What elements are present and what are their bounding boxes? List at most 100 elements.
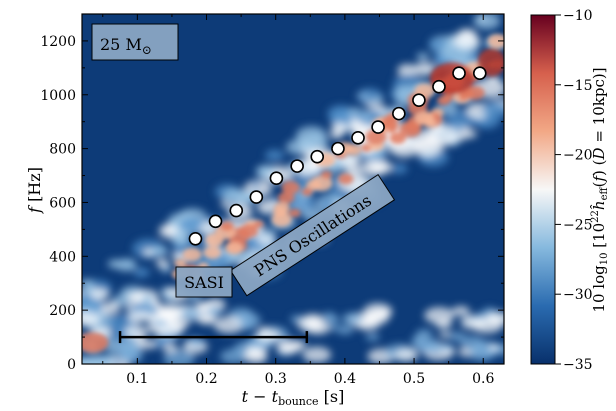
heatmap-blob: [151, 339, 167, 350]
heatmap-blob: [233, 191, 256, 205]
data-point: [412, 93, 426, 107]
heatmap-blob: [127, 310, 150, 323]
data-point: [472, 66, 487, 81]
colorbar-ticks: −35 −30 −25 −20 −15 −10: [555, 8, 593, 373]
heatmap-blob: [111, 360, 122, 364]
heatmap-blob: [124, 325, 148, 339]
heatmap-blob: [274, 201, 291, 214]
heatmap-blob: [247, 347, 268, 359]
heatmap-blob: [281, 181, 300, 195]
heatmap-blob: [115, 258, 137, 272]
heatmap-blob: [82, 312, 100, 327]
heatmap-blob: [220, 201, 231, 208]
sasi-label: SASI: [184, 273, 224, 292]
heatmap-blob: [321, 312, 336, 320]
heatmap-blob: [165, 226, 178, 234]
heatmap-blob: [199, 315, 216, 325]
heatmap-blob: [153, 319, 168, 327]
x-tick-label: 0.3: [265, 371, 287, 387]
heatmap-blob: [203, 246, 221, 259]
heatmap-blob: [173, 235, 190, 246]
heatmap-blob: [219, 221, 234, 232]
heatmap-blob: [155, 258, 169, 268]
mass-label-box: [91, 23, 179, 61]
plot-frame: [81, 13, 505, 365]
colorbar-tick-label: −25: [563, 217, 593, 233]
heatmap-blob: [389, 132, 406, 144]
heatmap-blob: [237, 320, 256, 330]
heatmap-blob: [397, 63, 418, 77]
colorbar-label: 10 log10 [1022ĥeff(f) (D = 10kpc)]: [590, 67, 610, 312]
heatmap-blob: [477, 117, 490, 126]
data-point: [432, 79, 446, 94]
y-tick-label: 600: [49, 195, 76, 211]
heatmap-hotspot: [82, 332, 109, 353]
y-tick-label: 400: [49, 249, 76, 265]
x-tick-label: 0.1: [126, 371, 148, 387]
heatmap-blob: [327, 324, 339, 331]
heatmap-blob: [163, 344, 179, 353]
heatmap-blob: [360, 160, 387, 177]
x-axis-label-main: t − t: [242, 387, 279, 406]
heatmap-blob: [133, 267, 150, 278]
data-point: [371, 120, 385, 134]
pns-label-box: [229, 173, 396, 297]
x-axis-label-unit: [s]: [319, 387, 345, 406]
x-axis-label: t − tbounce [s]: [242, 387, 345, 408]
heatmap-blob: [371, 96, 384, 104]
heatmap-blob: [182, 247, 202, 262]
heatmap-blob: [452, 57, 463, 64]
data-point: [392, 106, 406, 121]
heatmap-blob: [297, 316, 325, 332]
heatmap-blob: [336, 325, 354, 335]
heatmap-blob: [250, 181, 261, 189]
y-axis-label: f [Hz]: [25, 167, 44, 214]
y-axis: 0 200 400 600 800 1000 1200: [40, 34, 504, 373]
x-axis: 0.1 0.2 0.3 0.4 0.5 0.6: [102, 14, 494, 387]
heatmap-blob: [320, 170, 333, 179]
heatmap-blob: [488, 344, 500, 351]
heatmap-blob: [164, 307, 184, 319]
colorbar-tick-label: −35: [563, 357, 593, 373]
heatmap-blob: [412, 337, 440, 352]
data-point: [310, 149, 325, 164]
heatmap-blob: [459, 335, 485, 350]
heatmap-blob: [277, 191, 295, 204]
heatmap-blob: [205, 306, 224, 317]
heatmap-blob: [305, 179, 322, 191]
y-tick-label: 200: [49, 303, 76, 319]
heatmap-blob: [468, 346, 496, 361]
x-tick-label: 0.5: [403, 371, 425, 387]
colorbar-tick-label: −15: [563, 78, 593, 94]
heatmap-blob: [382, 115, 395, 125]
heatmap-blob: [174, 259, 187, 268]
data-point: [269, 171, 284, 186]
heatmap-blob: [89, 288, 110, 301]
heatmap-blob: [394, 348, 419, 362]
data-point: [331, 141, 345, 156]
heatmap-blob: [464, 130, 477, 139]
heatmap-blob: [255, 165, 276, 178]
heatmap-blob: [265, 149, 285, 162]
heatmap-blob: [178, 307, 202, 321]
y-tick-label: 1000: [40, 88, 76, 104]
heatmap-blob: [82, 278, 94, 288]
heatmap-blob: [439, 331, 452, 338]
heatmap-blob: [255, 328, 281, 343]
heatmap-blob: [338, 173, 354, 185]
heatmap-blob: [163, 349, 195, 364]
heatmap-blob: [261, 228, 276, 238]
heatmap-blob: [213, 316, 245, 334]
frequency-track-points: [188, 66, 487, 246]
heatmap-blob: [295, 126, 328, 146]
colorbar: −35 −30 −25 −20 −15 −10 10 log10 [1022ĥeff(f)…: [530, 8, 610, 373]
x-axis-label-sub: bounce: [278, 395, 319, 408]
heatmap-blob: [100, 301, 120, 314]
heatmap-blob: [416, 52, 430, 61]
heatmap-blob: [345, 164, 363, 176]
x-tick-label: 0.2: [195, 371, 217, 387]
heatmap-blob: [473, 14, 501, 30]
heatmap-blob: [363, 303, 393, 320]
heatmap-blob: [442, 93, 454, 102]
